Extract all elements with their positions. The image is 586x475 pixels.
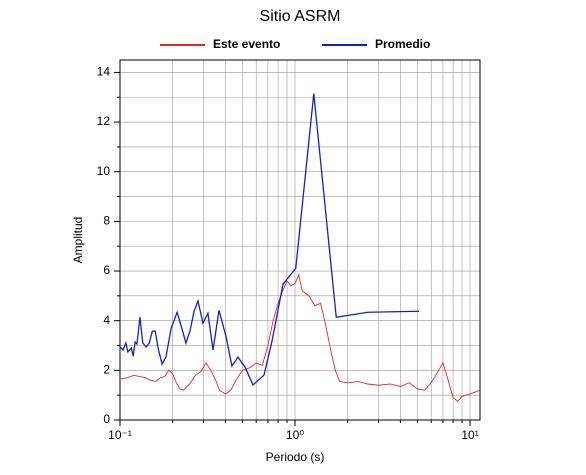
y-tick-label: 8: [103, 214, 110, 228]
x-tick-label: 10⁰: [286, 428, 304, 442]
y-axis-label: Amplitud: [71, 217, 85, 264]
legend-label: Este evento: [213, 37, 280, 51]
chart-title: Sitio ASRM: [260, 8, 341, 25]
x-axis-label: Periodo (s): [266, 450, 325, 464]
data-line: [119, 93, 420, 387]
y-tick-label: 6: [103, 263, 110, 277]
y-tick-label: 0: [103, 412, 110, 426]
y-tick-label: 2: [103, 363, 110, 377]
x-tick-label: 10¹: [461, 428, 478, 442]
plot-frame: [119, 59, 481, 421]
x-tick-label: 10⁻¹: [108, 428, 132, 442]
y-tick-label: 10: [97, 164, 111, 178]
legend-label: Promedio: [375, 37, 430, 51]
y-tick-label: 4: [103, 313, 110, 327]
y-tick-label: 12: [97, 114, 111, 128]
y-tick-label: 14: [97, 65, 111, 79]
data-line: [119, 273, 481, 403]
